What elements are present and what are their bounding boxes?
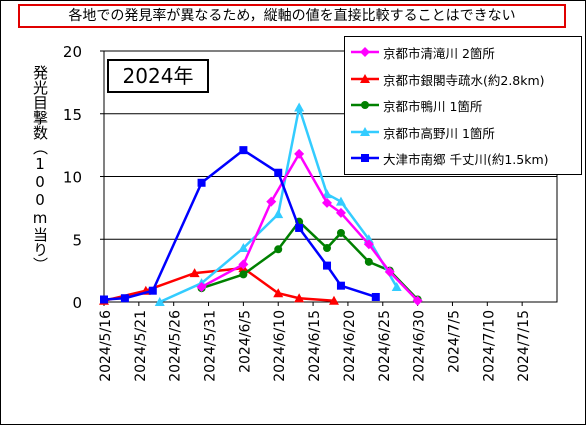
data-point bbox=[273, 288, 284, 298]
legend-swatch bbox=[351, 101, 379, 109]
legend-label: 大津市南郷 千丈川(約1.5km) bbox=[383, 152, 549, 167]
data-point bbox=[239, 270, 248, 279]
legend-label: 京都市清滝川 2箇所 bbox=[383, 46, 495, 61]
data-point bbox=[384, 266, 395, 277]
data-point bbox=[371, 292, 380, 301]
data-point bbox=[294, 102, 305, 112]
series-5 bbox=[100, 146, 380, 304]
legend-item: 京都市清滝川 2箇所 bbox=[345, 42, 581, 62]
y-tick-label: 5 bbox=[72, 231, 82, 249]
data-point bbox=[391, 281, 402, 291]
data-point bbox=[294, 148, 305, 159]
data-point bbox=[238, 259, 249, 270]
data-point bbox=[266, 196, 277, 207]
data-point bbox=[336, 228, 345, 237]
notice-banner: 各地での発見率が異なるため，縦軸の値を直接比較することはできない bbox=[18, 4, 566, 28]
x-tick-label: 2024/5/31 bbox=[203, 310, 219, 382]
x-tick-label: 2024/7/10 bbox=[481, 310, 497, 382]
data-point bbox=[196, 281, 207, 292]
x-tick-label: 2024/5/26 bbox=[168, 310, 184, 382]
series-line bbox=[103, 148, 377, 301]
data-point bbox=[323, 244, 332, 253]
data-point bbox=[274, 168, 283, 177]
legend-item: 京都市鴨川 1箇所 bbox=[345, 95, 581, 115]
legend-swatch bbox=[351, 47, 379, 57]
data-point bbox=[322, 197, 333, 208]
data-point bbox=[239, 146, 248, 155]
x-tick-label: 2024/7/15 bbox=[516, 310, 532, 382]
y-tick-label: 15 bbox=[63, 106, 82, 124]
legend-label: 京都市高野川 1箇所 bbox=[383, 125, 495, 141]
legend-swatch bbox=[351, 73, 379, 83]
legend-swatch bbox=[351, 126, 379, 136]
data-point bbox=[154, 297, 165, 306]
data-point bbox=[363, 239, 374, 250]
legend: 京都市清滝川 2箇所京都市銀閣寺疏水(約2.8km) 京都市鴨川 1箇所 京都市高野… bbox=[344, 36, 582, 175]
x-tick-label: 2024/6/30 bbox=[412, 310, 428, 382]
legend-item: 京都市銀閣寺疏水(約2.8km) bbox=[345, 69, 581, 89]
data-point bbox=[189, 268, 200, 278]
x-tick-label: 2024/6/10 bbox=[272, 310, 288, 382]
data-point bbox=[274, 245, 283, 254]
data-point bbox=[100, 295, 108, 304]
data-point bbox=[273, 209, 284, 219]
year-label: 2024年 bbox=[107, 59, 209, 93]
data-point bbox=[238, 243, 249, 253]
y-tick-label: 0 bbox=[72, 294, 82, 312]
data-point bbox=[364, 257, 373, 266]
data-point bbox=[120, 294, 129, 303]
x-tick-label: 2024/7/5 bbox=[446, 310, 462, 373]
data-point bbox=[412, 295, 423, 306]
legend-item: 大津市南郷 千丈川(約1.5km) bbox=[345, 148, 581, 168]
data-point bbox=[294, 293, 305, 303]
x-tick-label: 2024/6/5 bbox=[237, 310, 253, 373]
x-tick-label: 2024/5/16 bbox=[98, 310, 114, 382]
data-point bbox=[335, 207, 346, 218]
x-tick-label: 2024/6/25 bbox=[377, 310, 393, 382]
y-axis-label: 発光目撃数（100m当り） bbox=[31, 65, 49, 272]
data-point bbox=[295, 223, 304, 232]
x-tick-label: 2024/5/21 bbox=[133, 310, 149, 382]
data-point bbox=[335, 196, 346, 206]
data-point bbox=[336, 281, 345, 290]
legend-label: 京都市鴨川 1箇所 bbox=[383, 99, 483, 114]
legend-item: 京都市高野川 1箇所 bbox=[345, 122, 581, 142]
x-tick-label: 2024/6/15 bbox=[307, 310, 323, 382]
legend-swatch bbox=[351, 154, 379, 162]
data-point bbox=[148, 286, 157, 295]
legend-label: 京都市銀閣寺疏水(約2.8km) bbox=[383, 72, 545, 88]
series-1 bbox=[196, 148, 423, 306]
data-point bbox=[323, 261, 332, 270]
data-point bbox=[197, 178, 206, 187]
data-point bbox=[322, 189, 333, 199]
x-tick-label: 2024/6/20 bbox=[342, 310, 358, 382]
y-tick-label: 10 bbox=[63, 169, 82, 187]
data-point bbox=[328, 295, 339, 305]
y-tick-label: 20 bbox=[63, 43, 82, 61]
